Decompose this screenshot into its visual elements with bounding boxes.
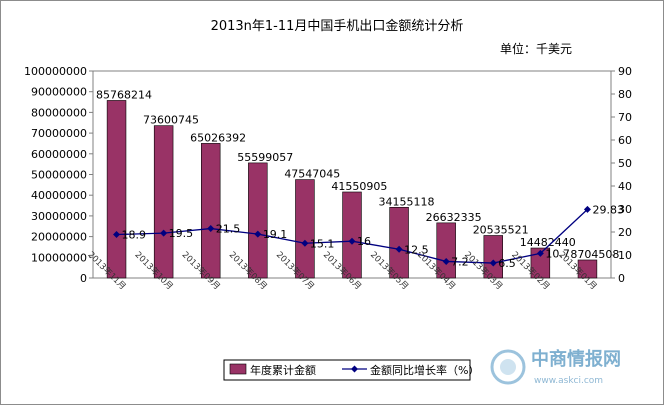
line-value-label: 19.5	[169, 227, 194, 240]
line-point	[160, 229, 168, 237]
bar-value-label: 26632335	[426, 211, 482, 224]
left-axis-tick-label: 100000000	[24, 65, 87, 78]
legend-line-label: 金额同比增长率（%）	[370, 363, 479, 377]
bar-value-label: 55599057	[237, 151, 293, 164]
line-value-label: 21.5	[216, 223, 241, 236]
bar	[201, 143, 221, 279]
left-axis-tick-label: 10000000	[31, 251, 87, 264]
left-axis-tick-label: 90000000	[31, 86, 87, 99]
line-point	[395, 245, 403, 253]
left-axis-tick-label: 80000000	[31, 106, 87, 119]
line-value-label: 12.5	[404, 243, 429, 256]
left-axis-tick-label: 30000000	[31, 210, 87, 223]
right-axis-tick-label: 10	[618, 249, 632, 262]
bar	[248, 162, 268, 279]
legend-bar-swatch	[229, 363, 247, 375]
right-axis-tick-label: 20	[618, 226, 632, 239]
bar	[295, 179, 315, 279]
bar	[436, 222, 456, 279]
bar-value-label: 41550905	[331, 180, 387, 193]
left-axis-tick-label: 50000000	[31, 169, 87, 182]
line-value-label: 10.7	[545, 247, 570, 260]
bar-value-label: 20535521	[473, 223, 529, 236]
bar	[530, 247, 551, 279]
left-axis-tick-label: 0	[80, 272, 87, 285]
line-value-label: 29.83	[592, 203, 624, 216]
line-value-label: 18.9	[122, 229, 147, 242]
bar-value-label: 73600745	[143, 114, 199, 127]
bar-value-label: 34155118	[379, 195, 435, 208]
right-axis-tick-label: 30	[618, 203, 632, 216]
unit-label: 单位：千美元	[500, 41, 572, 56]
line-point	[113, 231, 121, 239]
bar-value-label: 47547045	[284, 168, 340, 181]
right-axis-tick-label: 70	[618, 111, 632, 124]
legend: 年度累计金额 金额同比增长率（%）	[223, 359, 479, 381]
watermark-logo-icon	[490, 349, 526, 385]
left-axis-tick-label: 60000000	[31, 148, 87, 161]
bar	[483, 235, 503, 279]
line-point	[254, 230, 262, 238]
legend-box	[223, 359, 471, 381]
line-point	[207, 225, 215, 233]
bar-series: 85768214 73600745 65026392 55599057 47547045…	[96, 88, 619, 279]
bar	[342, 191, 362, 279]
line-value-label: 6.5	[498, 257, 515, 270]
bar	[106, 100, 127, 279]
line-value-label: 15.1	[310, 237, 335, 250]
bar-value-label: 8704508	[570, 248, 619, 261]
line-value-label: 16	[357, 235, 371, 248]
right-axis-tick-label: 60	[618, 134, 632, 147]
watermark-url: www.askci.com	[534, 376, 603, 386]
legend-bar-label: 年度累计金额	[250, 363, 316, 377]
right-axis-tick-label: 0	[618, 272, 625, 285]
bar	[389, 206, 409, 279]
right-axis: 0 10 20 30 40 50 60 70 80 90	[611, 65, 632, 285]
right-axis-tick-label: 80	[618, 88, 632, 101]
left-axis-tick-label: 20000000	[31, 231, 87, 244]
watermark: 中商情报网 www.askci.com	[490, 348, 621, 386]
left-axis-tick-label: 40000000	[31, 189, 87, 202]
bar-value-label: 85768214	[96, 88, 152, 101]
line-value-label: 7.2	[451, 255, 469, 268]
line-point	[536, 249, 544, 257]
legend-line-marker	[351, 365, 358, 373]
watermark-name: 中商情报网	[531, 348, 621, 370]
line-point	[583, 205, 591, 213]
bar	[577, 259, 598, 279]
bar-value-label: 14482440	[520, 236, 576, 249]
chart-title: 2013n年1-11月中国手机出口金额统计分析	[211, 18, 464, 34]
line-point	[489, 259, 497, 267]
line-point	[301, 239, 309, 247]
line-series: 18.9 19.5 21.5 19.1 15.1 16 12.5 7.2 6.5 10.7 29.8…	[113, 203, 624, 270]
left-axis-tick-label: 70000000	[31, 127, 87, 140]
line-point	[348, 237, 356, 245]
bar-value-label: 65026392	[190, 131, 246, 144]
right-axis-tick-label: 40	[618, 180, 632, 193]
line-point	[442, 257, 450, 265]
line-value-label: 19.1	[263, 228, 288, 241]
right-axis-tick-label: 90	[618, 65, 632, 78]
watermark-logo-core	[500, 359, 516, 375]
left-axis: 0 10000000 20000000 30000000 40000000 5000000…	[24, 65, 93, 285]
bar	[153, 125, 174, 279]
right-axis-tick-label: 50	[618, 157, 632, 170]
